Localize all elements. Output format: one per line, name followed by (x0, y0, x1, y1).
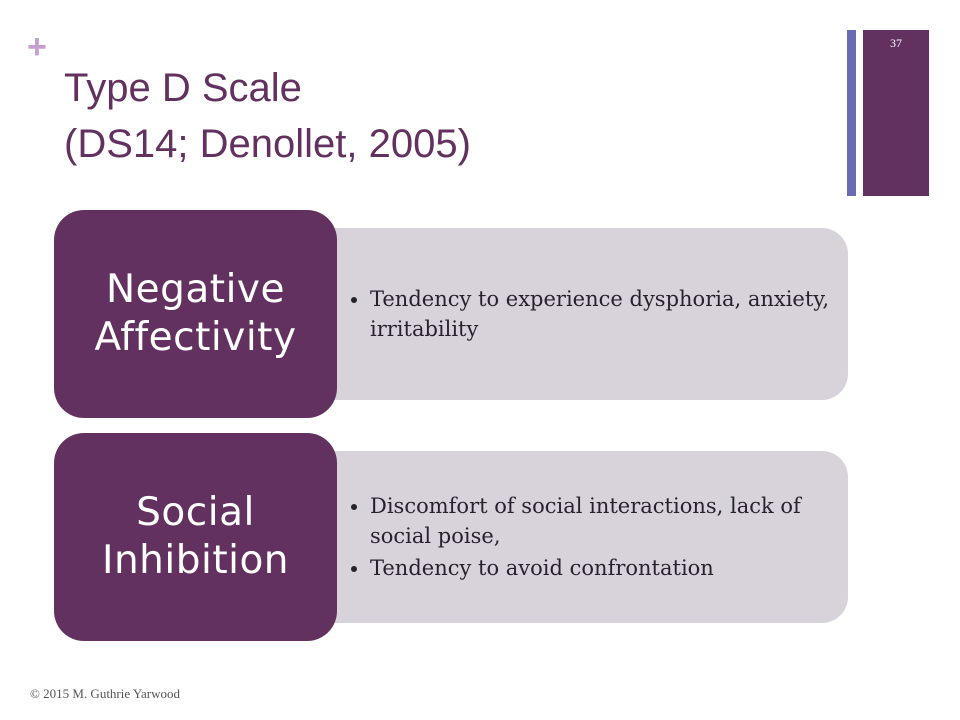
description-panel: Discomfort of social interactions, lack … (300, 451, 848, 623)
label-tile: Negative Affectivity (54, 210, 337, 418)
diagram-row-social-inhibition: Discomfort of social interactions, lack … (0, 433, 960, 641)
bullet-list: Discomfort of social interactions, lack … (346, 489, 834, 585)
tile-label-line-2: Inhibition (101, 538, 290, 583)
diagram-row-negative-affectivity: Tendency to experience dysphoria, anxiet… (0, 210, 960, 418)
title-line-2: (DS14; Denollet, 2005) (64, 122, 471, 166)
slide-title: Type D Scale (DS14; Denollet, 2005) (64, 60, 824, 172)
tile-label-line-1: Social (136, 490, 255, 535)
tile-label-line-1: Negative (105, 267, 285, 312)
title-line-1: Type D Scale (64, 66, 302, 110)
plus-icon: + (27, 28, 47, 66)
bullet-item: Tendency to experience dysphoria, anxiet… (370, 284, 834, 344)
copyright-footer: © 2015 M. Guthrie Yarwood (30, 686, 180, 701)
bullet-list: Tendency to experience dysphoria, anxiet… (346, 282, 834, 346)
description-panel: Tendency to experience dysphoria, anxiet… (300, 228, 848, 400)
tile-label-line-2: Affectivity (94, 315, 297, 360)
bullet-item: Tendency to avoid confrontation (370, 553, 834, 583)
tile-label: Social Inhibition (102, 489, 289, 585)
slide-number: 37 (890, 36, 902, 50)
label-tile: Social Inhibition (54, 433, 337, 641)
accent-bar-thick (863, 30, 929, 196)
tile-label: Negative Affectivity (94, 266, 296, 362)
accent-bar-thin (847, 30, 856, 196)
bullet-item: Discomfort of social interactions, lack … (370, 491, 834, 551)
